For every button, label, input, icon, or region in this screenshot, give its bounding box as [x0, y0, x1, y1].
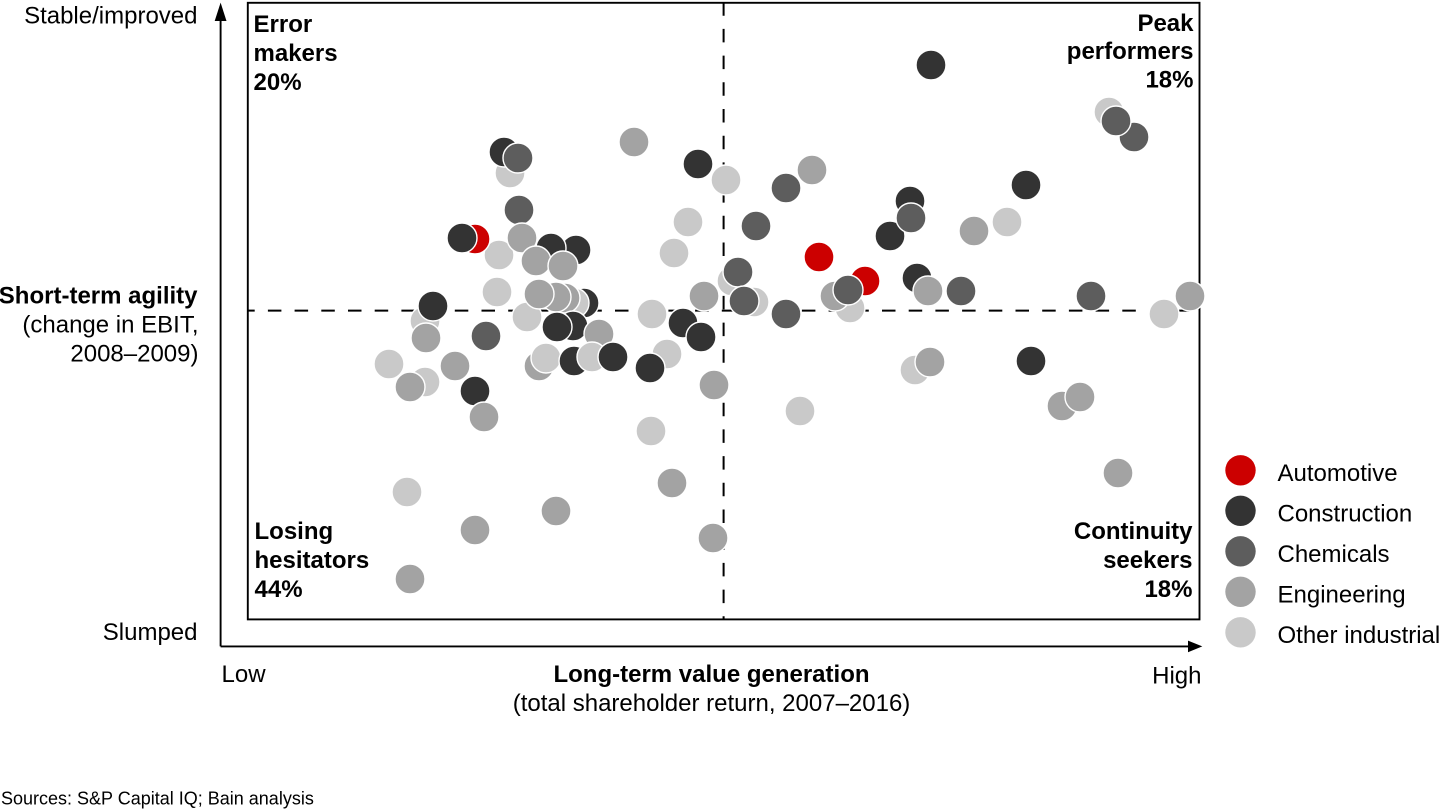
svg-text:High: High	[1152, 663, 1201, 690]
svg-text:Long-term value generation: Long-term value generation	[553, 661, 869, 688]
svg-text:Chemicals: Chemicals	[1278, 541, 1390, 568]
svg-text:Stable/improved: Stable/improved	[24, 3, 197, 30]
svg-text:(total shareholder return, 200: (total shareholder return, 2007–2016)	[513, 690, 911, 717]
svg-text:Continuity: Continuity	[1074, 518, 1193, 545]
svg-text:Sources: S&P Capital IQ; Bain: Sources: S&P Capital IQ; Bain analysis	[1, 788, 314, 808]
svg-text:18%: 18%	[1145, 67, 1193, 94]
svg-text:Automotive: Automotive	[1278, 460, 1398, 487]
svg-text:hesitators: hesitators	[255, 547, 370, 574]
svg-text:44%: 44%	[255, 576, 303, 603]
svg-text:(change in EBIT,: (change in EBIT,	[22, 312, 198, 339]
svg-text:Slumped: Slumped	[103, 619, 198, 646]
svg-text:Short-term agility: Short-term agility	[0, 283, 198, 310]
svg-text:Peak: Peak	[1137, 10, 1194, 37]
svg-text:makers: makers	[254, 40, 338, 67]
svg-text:Losing: Losing	[255, 518, 334, 545]
svg-text:Construction: Construction	[1278, 501, 1413, 528]
svg-text:seekers: seekers	[1103, 547, 1192, 574]
svg-text:2008–2009): 2008–2009)	[70, 341, 198, 368]
svg-text:Error: Error	[254, 11, 313, 38]
svg-text:20%: 20%	[254, 69, 302, 96]
svg-text:Low: Low	[222, 661, 267, 688]
svg-text:Engineering: Engineering	[1278, 582, 1406, 609]
svg-text:18%: 18%	[1144, 576, 1192, 603]
svg-text:performers: performers	[1067, 38, 1194, 65]
svg-text:Other industrial: Other industrial	[1278, 622, 1440, 649]
